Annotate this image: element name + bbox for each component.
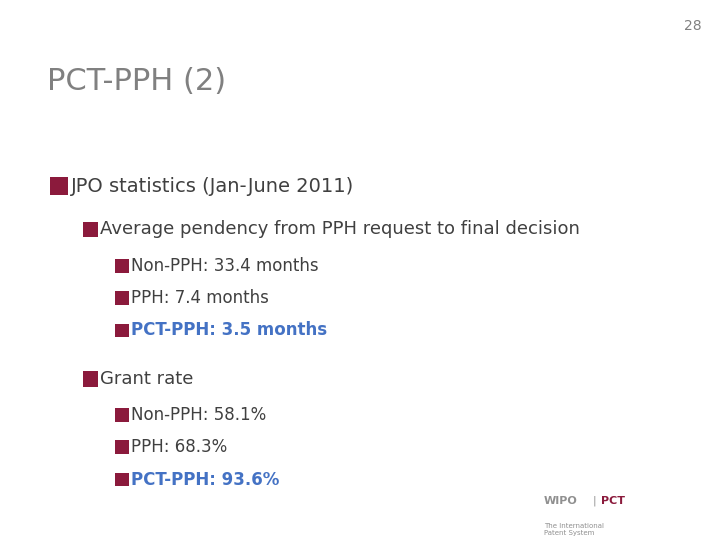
Bar — [115, 291, 129, 305]
Text: Non-PPH: 58.1%: Non-PPH: 58.1% — [131, 406, 266, 424]
Bar — [115, 440, 129, 454]
Text: PPH: 68.3%: PPH: 68.3% — [131, 438, 228, 456]
Text: PCT-PPH: 93.6%: PCT-PPH: 93.6% — [131, 470, 279, 489]
Text: Grant rate: Grant rate — [100, 370, 194, 388]
Text: The International
Patent System: The International Patent System — [544, 523, 603, 536]
Text: PCT: PCT — [601, 496, 625, 506]
Text: PCT-PPH: 3.5 months: PCT-PPH: 3.5 months — [131, 321, 328, 340]
Text: Non-PPH: 33.4 months: Non-PPH: 33.4 months — [131, 256, 319, 275]
Bar — [83, 222, 98, 237]
Bar — [83, 372, 98, 387]
Text: JPO statistics (Jan-June 2011): JPO statistics (Jan-June 2011) — [71, 177, 354, 196]
Bar — [115, 408, 129, 422]
Text: WIPO: WIPO — [544, 496, 577, 506]
Text: 28: 28 — [685, 19, 702, 33]
Text: Average pendency from PPH request to final decision: Average pendency from PPH request to fin… — [100, 220, 580, 239]
Bar — [50, 177, 68, 195]
Bar — [115, 323, 129, 338]
Text: PPH: 7.4 months: PPH: 7.4 months — [131, 289, 269, 307]
Text: PCT-PPH (2): PCT-PPH (2) — [47, 68, 226, 97]
Bar — [115, 472, 129, 487]
Bar — [115, 259, 129, 273]
Text: |: | — [593, 496, 596, 507]
